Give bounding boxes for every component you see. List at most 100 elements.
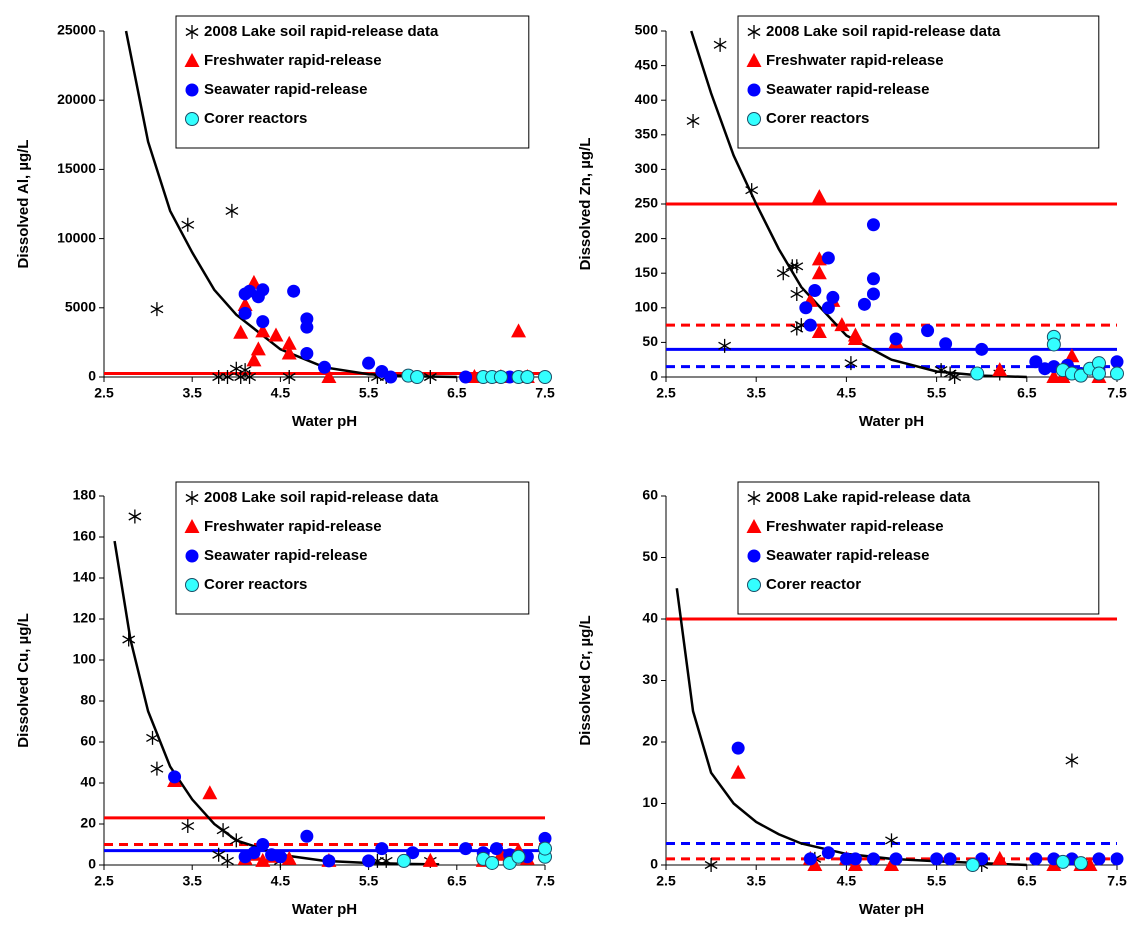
data-point [807,857,823,871]
x-axis-title: Water pH [292,413,357,430]
x-tick-label: 5.5 [359,385,379,401]
y-tick-label: 20 [642,733,658,749]
y-tick-label: 60 [642,487,658,503]
data-point [489,842,503,856]
legend-label: Freshwater rapid-release [204,518,382,535]
data-point [318,360,331,374]
data-point [282,370,296,384]
fit-curve [675,588,1027,867]
data-point [150,302,164,317]
data-point [396,853,411,868]
data-point [811,251,827,266]
legend-swatch [185,578,199,592]
y-tick-label: 30 [642,671,658,687]
data-point [202,785,218,800]
y-tick-label: 500 [635,22,659,38]
data-point [234,370,248,384]
y-tick-label: 40 [80,774,96,790]
data-point [1091,366,1106,381]
data-point [745,183,759,198]
legend: 2008 Lake soil rapid-release data Freshwa… [175,15,530,149]
data-point [866,218,880,232]
data-point [799,301,813,315]
data-point [168,770,182,784]
data-point [221,853,234,868]
data-point [939,337,953,351]
x-tick-label: 3.5 [746,385,766,401]
y-tick-label: 15000 [57,160,96,176]
data-point [122,632,136,647]
legend-label: Seawater rapid-release [766,547,929,564]
y-tick-label: 50 [642,548,658,564]
y-tick-label: 80 [80,692,96,708]
data-point [1046,337,1061,352]
x-tick-label: 5.5 [359,873,379,889]
data-point [181,217,195,232]
y-tick-label: 100 [73,651,97,667]
y-tick-label: 0 [88,368,96,384]
data-point [731,741,745,755]
y-tick-label: 40 [642,610,658,626]
y-tick-label: 200 [635,229,659,245]
y-tick-label: 300 [635,160,659,176]
data-point [423,370,437,384]
x-tick-label: 4.5 [271,385,291,401]
x-tick-label: 6.5 [1017,873,1037,889]
data-point [256,315,270,329]
data-point [485,855,500,870]
x-tick-label: 2.5 [94,385,114,401]
data-point [1055,854,1070,869]
x-tick-label: 5.5 [927,385,947,401]
x-tick-label: 2.5 [656,873,676,889]
data-point [821,301,835,315]
data-point [511,323,527,338]
data-point [233,324,249,339]
data-point [808,284,822,297]
data-point [889,332,903,346]
data-point [538,831,552,845]
y-tick-label: 10 [642,794,658,810]
data-point [247,846,261,860]
x-tick-label: 6.5 [447,873,467,889]
data-point [826,290,840,304]
data-point [790,259,804,274]
data-point [1065,753,1079,768]
x-tick-label: 7.5 [1107,873,1127,889]
y-tick-label: 250 [635,195,659,211]
legend-swatch [747,549,761,563]
data-point [857,297,871,311]
y-tick-label: 25000 [57,22,96,38]
data-point [225,203,239,218]
x-tick-label: 4.5 [837,873,857,889]
data-point [238,306,252,320]
legend-label: 2008 Lake soil rapid-release data [204,489,439,506]
legend-box [175,15,530,149]
data-point [128,509,142,524]
data-point [410,370,425,384]
legend-swatch [185,491,199,505]
x-tick-label: 3.5 [182,385,202,401]
data-point [884,857,899,871]
x-tick-label: 3.5 [746,873,766,889]
data-point [930,852,944,866]
data-point [811,189,827,204]
data-point [948,370,962,384]
legend-swatch [185,25,199,39]
legend-label: Seawater rapid-release [204,547,367,564]
data-point [181,819,195,834]
legend: 2008 Lake soil rapid-release data Freshwa… [175,481,530,615]
data-point [1110,852,1124,866]
legend-label: Freshwater rapid-release [766,52,944,69]
data-point [300,829,314,843]
data-point [1029,852,1043,866]
x-tick-label: 7.5 [535,873,555,889]
data-point [821,846,835,860]
legend-swatch [185,549,199,563]
data-point [300,320,314,334]
data-point [1029,355,1043,369]
data-point [713,37,727,52]
legend-swatch [746,53,762,67]
data-point [150,761,164,776]
y-tick-label: 450 [635,56,659,72]
legend-box [175,481,530,615]
